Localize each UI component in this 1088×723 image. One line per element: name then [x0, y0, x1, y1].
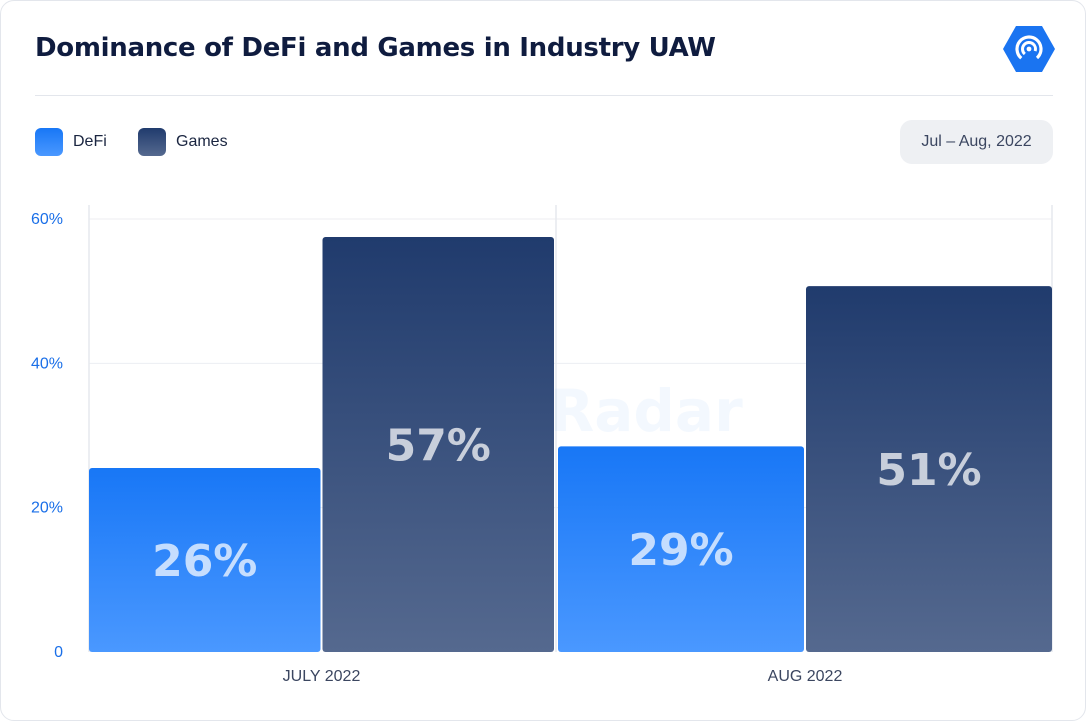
legend-swatch-defi — [35, 128, 63, 156]
bar-value-label: 51% — [876, 445, 981, 496]
bar-value-label: 29% — [628, 525, 733, 576]
legend-swatch-games — [138, 128, 166, 156]
date-range-selector[interactable]: Jul – Aug, 2022 — [900, 120, 1053, 164]
legend-item-games[interactable]: Games — [138, 128, 228, 156]
y-tick-label: 0 — [54, 644, 63, 661]
y-tick-label: 20% — [31, 500, 63, 517]
dappradar-logo-icon[interactable] — [1003, 25, 1055, 73]
bar-value-label: 26% — [152, 536, 257, 587]
bar-games — [806, 286, 1052, 652]
y-tick-label: 40% — [31, 355, 63, 372]
header-divider — [35, 95, 1053, 96]
legend-label-games: Games — [176, 133, 228, 150]
bar-games — [322, 237, 554, 652]
legend-label-defi: DeFi — [73, 133, 107, 150]
bar-defi — [89, 467, 321, 652]
bar-value-label: 57% — [386, 421, 491, 472]
y-tick-label: 60% — [31, 211, 63, 228]
x-tick-label: AUG 2022 — [768, 668, 843, 685]
x-tick-label: JULY 2022 — [283, 668, 361, 685]
bar-defi — [558, 446, 804, 652]
chart-title: Dominance of DeFi and Games in Industry … — [35, 33, 716, 63]
legend-item-defi[interactable]: DeFi — [35, 128, 107, 156]
